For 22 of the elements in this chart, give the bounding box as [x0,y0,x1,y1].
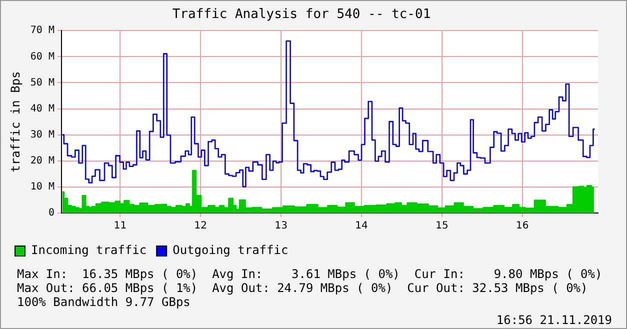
x-tick-label: 15 [436,220,448,232]
chart-title: Traffic Analysis for 540 -- tc-01 [172,7,431,22]
y-tick-label: 70 M [30,25,54,36]
text: 100% Bandwidth 9.77 GBps [17,295,192,309]
y-tick-label: 30 M [30,129,54,140]
y-tick-label: 50 M [30,77,54,88]
x-tick-label: 14 [355,220,368,232]
x-tick-label: 13 [274,220,288,232]
y-tick-label: 0 [48,208,54,219]
text: Max Out: 66.05 MBps ( 1%) Avg Out: 24.79 MBps ( 0%) Cur Out: 32.53 MBps ( 0%) [17,281,589,295]
text: 16:56 21.11.2019 [495,313,612,327]
y-tick-label: 40 M [30,103,54,114]
y-tick-label: 60 M [30,51,54,62]
x-tick-label: 16 [516,220,529,232]
x-tick-label: 11 [114,220,127,232]
legend-label: Incoming traffic [31,243,147,258]
y-axis-title: traffic in Bps [8,71,22,172]
x-tick-label: 12 [194,220,208,232]
y-tick-label: 20 M [30,155,54,166]
y-tick-label: 10 M [30,182,54,193]
text: Max In: 16.35 MBps ( 0%) Avg In: 3.61 MBps ( 0%) Cur In: 9.80 MBps ( 0%) [17,267,604,281]
legend-label: Outgoing traffic [172,243,288,258]
